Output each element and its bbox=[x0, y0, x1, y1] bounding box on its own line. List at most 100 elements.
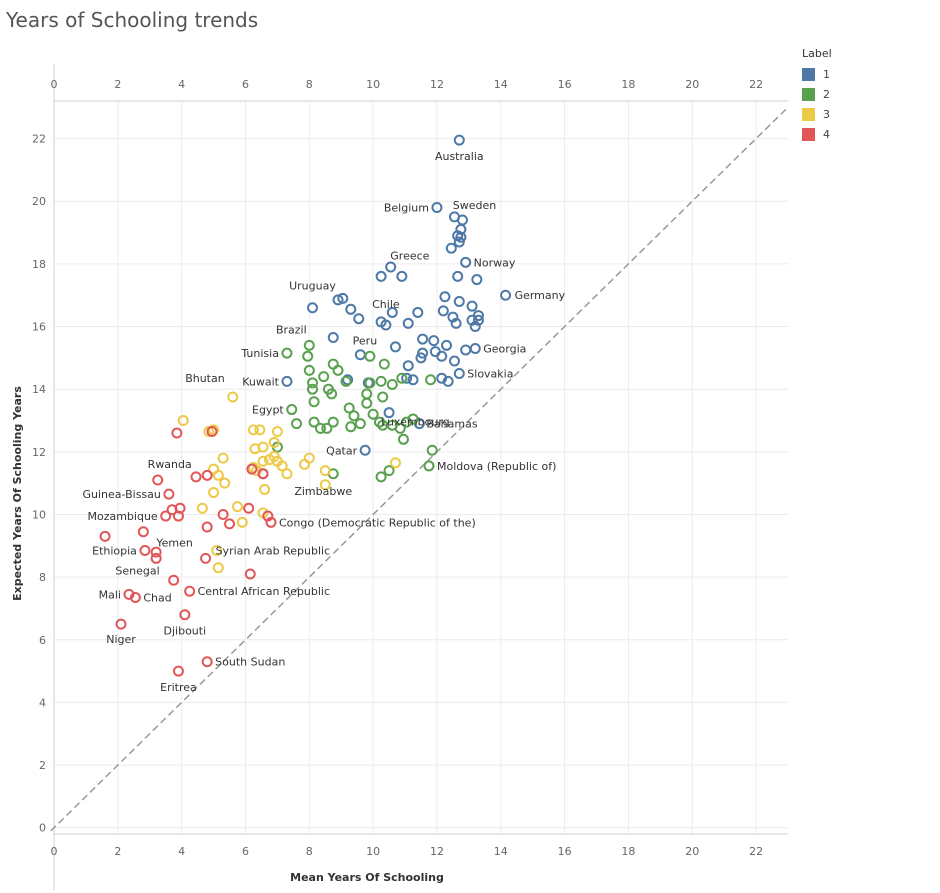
data-point-series-1 bbox=[450, 317, 462, 329]
data-point-series-1 bbox=[375, 270, 387, 282]
data-point-series-2 bbox=[361, 388, 373, 400]
data-point-series-2 bbox=[286, 404, 298, 416]
data-point-series-2 bbox=[303, 364, 315, 376]
legend: Label 1 2 3 4 bbox=[802, 47, 832, 144]
data-point-series-4 bbox=[217, 508, 229, 520]
data-point-series-1 bbox=[412, 306, 424, 318]
data-point-series-2 bbox=[407, 413, 419, 425]
y-tick-label: 0 bbox=[39, 822, 46, 835]
data-point-series-3 bbox=[319, 479, 331, 491]
data-point-series-2 bbox=[303, 339, 315, 351]
y-tick-label: 4 bbox=[39, 696, 46, 709]
y-tick-label: 10 bbox=[32, 508, 46, 521]
top-x-tick-label: 4 bbox=[178, 78, 185, 91]
data-point-series-4 bbox=[168, 574, 180, 586]
data-point-series-2 bbox=[318, 371, 330, 383]
data-point-series-2 bbox=[374, 416, 386, 428]
data-point-series-2 bbox=[367, 408, 379, 420]
legend-item-4[interactable]: 4 bbox=[802, 124, 832, 144]
annotation-label: Sweden bbox=[453, 199, 496, 212]
data-point-series-2 bbox=[308, 396, 320, 408]
annotation-label: Luxembourg bbox=[381, 416, 450, 429]
data-point-series-3 bbox=[257, 441, 269, 453]
annotation-label: Peru bbox=[353, 334, 378, 347]
annotation-label: Central African Republic bbox=[198, 585, 330, 598]
data-point-series-2 bbox=[394, 422, 406, 434]
data-point-series-4 bbox=[115, 618, 127, 630]
data-point-series-1 bbox=[445, 242, 457, 254]
legend-label-2: 2 bbox=[823, 87, 830, 101]
legend-item-2[interactable]: 2 bbox=[802, 84, 832, 104]
top-x-tick-label: 16 bbox=[558, 78, 572, 91]
annotation-label: Mali bbox=[99, 588, 121, 601]
data-point-series-4 bbox=[244, 568, 256, 580]
bottom-x-tick-label: 18 bbox=[621, 845, 635, 858]
data-point-series-1 bbox=[436, 350, 448, 362]
data-point-series-2 bbox=[364, 350, 376, 362]
data-point-series-2 bbox=[343, 402, 355, 414]
annotation-label: South Sudan bbox=[215, 656, 285, 669]
data-point-series-3 bbox=[203, 425, 215, 437]
annotation-label: Egypt bbox=[252, 404, 284, 417]
annotation-label: Norway bbox=[474, 256, 516, 269]
data-point-series-3 bbox=[211, 545, 223, 557]
data-point-series-2 bbox=[361, 397, 373, 409]
annotation-label: Rwanda bbox=[148, 458, 192, 471]
data-point-series-1 bbox=[453, 295, 465, 307]
data-point-series-2 bbox=[306, 383, 318, 395]
annotation-label: Moldova (Republic of) bbox=[437, 460, 556, 473]
data-point-series-1 bbox=[383, 407, 395, 419]
data-point-series-2 bbox=[314, 422, 326, 434]
data-point-series-2 bbox=[345, 421, 357, 433]
reference-line bbox=[50, 106, 789, 832]
data-point-series-4 bbox=[243, 502, 255, 514]
data-point-series-3 bbox=[232, 501, 243, 513]
data-point-series-1 bbox=[442, 375, 454, 387]
data-point-series-2 bbox=[332, 364, 344, 376]
data-point-series-2 bbox=[281, 347, 293, 359]
data-point-series-2 bbox=[291, 418, 303, 430]
annotation-label: Slovakia bbox=[467, 368, 513, 381]
y-tick-label: 12 bbox=[32, 446, 46, 459]
data-point-series-3 bbox=[254, 424, 266, 436]
data-point-series-2 bbox=[348, 410, 360, 422]
data-point-series-3 bbox=[219, 477, 231, 489]
data-point-series-3 bbox=[236, 516, 248, 528]
data-point-series-3 bbox=[217, 452, 229, 464]
data-point-series-2 bbox=[308, 416, 320, 428]
annotation-label: Mozambique bbox=[87, 510, 157, 523]
data-point-series-1 bbox=[386, 306, 398, 318]
data-point-series-1 bbox=[402, 317, 414, 329]
data-point-series-1 bbox=[396, 270, 408, 282]
data-point-series-2 bbox=[327, 416, 339, 428]
legend-swatch-4 bbox=[802, 127, 815, 141]
y-tick-label: 22 bbox=[32, 133, 46, 146]
data-point-series-3 bbox=[196, 502, 208, 514]
data-point-series-4 bbox=[201, 521, 213, 533]
data-point-series-3 bbox=[389, 457, 401, 469]
data-point-series-3 bbox=[268, 436, 280, 448]
data-point-series-1 bbox=[460, 256, 472, 268]
data-point-series-2 bbox=[397, 433, 409, 445]
data-point-series-3 bbox=[271, 425, 283, 437]
data-point-series-1 bbox=[354, 349, 366, 361]
y-axis-title: Expected Years Of Schooling Years bbox=[11, 386, 24, 601]
annotation-label: Tunisia bbox=[240, 347, 279, 360]
data-point-series-4 bbox=[257, 468, 269, 480]
y-tick-label: 16 bbox=[32, 321, 46, 334]
data-point-series-1 bbox=[385, 261, 397, 273]
data-point-series-1 bbox=[431, 202, 443, 214]
data-point-series-3 bbox=[281, 468, 293, 480]
legend-label-3: 3 bbox=[823, 107, 830, 121]
annotation-label: Senegal bbox=[115, 564, 159, 577]
legend-title: Label bbox=[802, 47, 832, 60]
legend-item-3[interactable]: 3 bbox=[802, 104, 832, 124]
data-point-series-1 bbox=[439, 291, 451, 303]
data-point-series-4 bbox=[246, 463, 258, 475]
top-x-tick-label: 18 bbox=[621, 78, 635, 91]
annotation-label: Germany bbox=[515, 289, 566, 302]
y-tick-label: 2 bbox=[39, 759, 46, 772]
data-point-series-4 bbox=[201, 656, 213, 668]
legend-item-1[interactable]: 1 bbox=[802, 64, 832, 84]
